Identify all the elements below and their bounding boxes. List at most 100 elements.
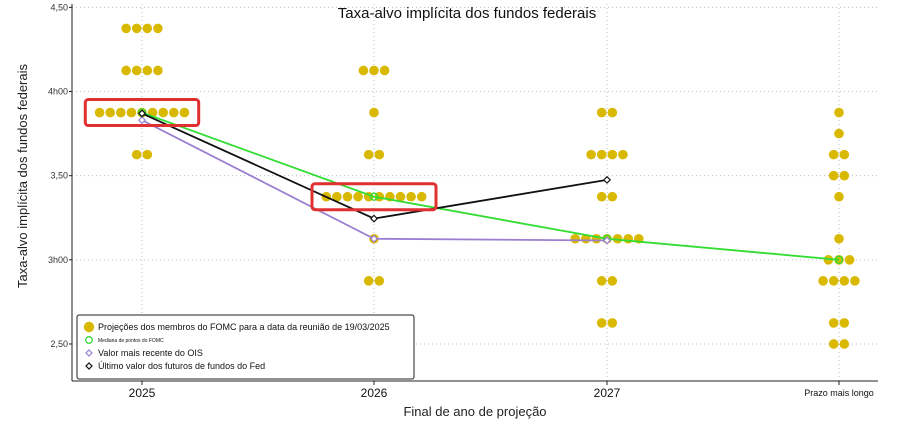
series-point [369,234,379,243]
fomc-dot [607,107,618,118]
fomc-dot [332,191,342,202]
fomc-dot [142,65,153,76]
x-tick-label: Prazo mais longo [804,388,874,398]
fomc-dot [828,339,839,349]
fomc-dot [131,149,142,160]
fomc-dot [586,149,596,160]
fomc-dot [596,107,607,118]
fomc-dot [358,65,369,76]
fomc-dot [844,255,855,265]
fomc-dot [839,170,850,181]
fomc-dot [94,107,105,118]
fomc-dot [818,276,828,286]
fomc-dot [596,149,607,160]
series-point [369,192,379,201]
fomc-dot [369,107,379,118]
y-axis-label: Taxa-alvo implícita dos fundos federais [15,64,30,289]
series-point [602,175,612,184]
legend-marker-circle [85,336,93,344]
highlight-box [310,182,438,212]
fomc-dot [828,318,839,328]
legend: Projeções dos membros do FOMC para a dat… [76,314,415,380]
fomc-dot [607,149,618,160]
fomc-dot [570,233,580,244]
fomc-dot [823,255,834,265]
chart-title: Taxa-alvo implícita dos fundos federais [338,5,596,22]
fomc-dot [596,191,607,202]
fomc-dot [834,107,844,118]
x-axis-label: Final de ano de projeção [403,404,546,419]
fomc-dot [406,191,416,202]
highlight-box [83,98,201,128]
series-lines [137,108,844,265]
fomc-dot [834,191,844,202]
fomc-dot [369,65,379,76]
fomc-dot [126,107,137,118]
fomc-dot [607,318,618,328]
x-tick-label: 2026 [361,386,388,400]
legend-label: Último valor dos futuros de fundos do Fe… [98,361,265,371]
fomc-dot [342,191,353,202]
y-tick-label: 2,50 [50,339,68,349]
fomc-dot [828,170,839,181]
fomc-dot [607,276,618,286]
fomc-dot [363,276,374,286]
legend-box [76,314,415,380]
x-ticks: 2025 2026 2027 Prazo mais longo [129,381,874,400]
x-tick-label: 2027 [594,386,621,400]
legend-marker-diamond [85,349,93,357]
series-point [834,255,844,265]
fomc-dot [623,233,633,244]
fomc-dot [121,65,131,76]
fomc-dot [153,23,163,34]
fomc-dot [839,318,850,328]
fomc-dot [596,276,607,286]
fomc-dot [395,191,406,202]
y-ticks: 4,50 4h00 3,50 3h00 2,50 [48,2,72,349]
fomc-dot [839,339,850,349]
fomc-dot [839,276,850,286]
fomc-dot [153,65,163,76]
fomc-dot [374,149,385,160]
y-tick-label: 3h00 [48,255,68,265]
fomc-dot [169,107,179,118]
fomc-dot [142,23,153,34]
fomc-dot [179,107,190,118]
fomc-dot [121,23,131,34]
series-line [141,111,840,261]
series-point [137,109,147,118]
fomc-dot [353,191,363,202]
fomc-dot [131,23,142,34]
fomc-dot [142,149,153,160]
fomc-dot [596,318,607,328]
series-point [602,236,612,245]
fomc-dot [363,149,374,160]
highlight-boxes [83,98,438,212]
legend-marker-diamond [85,362,93,370]
fomc-dot [374,276,385,286]
fomc-dot [850,276,860,286]
fomc-dot [828,149,839,160]
fomc-dot [834,233,844,244]
fomc-dot [131,65,142,76]
fomc-dot [379,65,390,76]
fomc-dot [612,233,623,244]
legend-label: Valor mais recente do OIS [98,348,203,358]
y-tick-label: 4h00 [48,87,68,97]
y-tick-label: 4,50 [50,2,68,12]
fomc-dot [839,149,850,160]
fomc-dot [105,107,115,118]
fomc-dots [94,23,860,349]
fomc-dot [416,191,427,202]
legend-marker-dot [83,321,95,333]
legend-label: Mediana de pontos do FOMC [98,338,164,344]
fomc-dot [618,149,628,160]
y-tick-label: 3,50 [50,171,68,181]
fomc-dot [116,107,126,118]
fomc-dot [828,276,839,286]
legend-label: Projeções dos membros do FOMC para a dat… [98,322,390,332]
series-point [369,214,379,223]
fomc-dot [607,191,618,202]
fomc-dot [834,128,844,139]
